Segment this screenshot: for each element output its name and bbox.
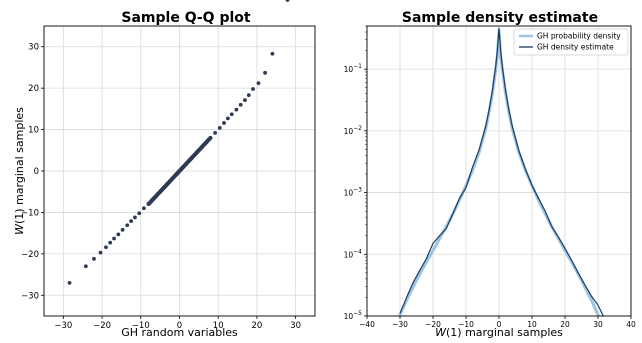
qq-point — [181, 164, 186, 169]
qq-x-tick-label: −30 — [54, 321, 72, 331]
qq-x-tick-label: 30 — [290, 321, 301, 331]
qq-y-tick-label: −20 — [21, 250, 39, 260]
qq-point — [116, 232, 121, 237]
density-y-tick-label: 10−3 — [344, 187, 363, 198]
qq-point — [251, 87, 255, 91]
qq-point — [238, 102, 243, 107]
qq-point — [177, 169, 182, 173]
density-y-tick-label: 10−4 — [344, 248, 363, 259]
qq-x-tick-label: 10 — [213, 321, 224, 331]
qq-point — [155, 191, 160, 196]
qq-point — [222, 121, 226, 125]
density-legend: GH probability density GH density estima… — [513, 28, 629, 56]
qq-point — [208, 135, 213, 140]
qq-point — [92, 256, 96, 261]
qq-point — [169, 177, 174, 182]
qq-point — [129, 219, 134, 224]
density-x-tick-label: −10 — [458, 320, 474, 329]
qq-point — [165, 182, 170, 187]
density-y-tick-label: 10−1 — [344, 63, 363, 74]
qq-point — [151, 196, 156, 201]
density-x-tick-label: 40 — [626, 320, 636, 329]
legend-box — [513, 28, 629, 56]
density-title: Sample density estimate — [402, 10, 598, 26]
density-x-tick-label: 20 — [560, 320, 570, 329]
qq-point — [112, 236, 116, 241]
qq-point — [120, 227, 125, 232]
qq-y-tick-label: 30 — [28, 43, 39, 53]
qq-point — [137, 211, 142, 216]
legend-label-gh-density-estimate: GH density estimate — [537, 43, 614, 52]
qq-point — [67, 280, 72, 285]
qq-x-tick-label: −10 — [132, 321, 150, 331]
qq-point — [194, 150, 199, 155]
qq-point — [98, 250, 103, 255]
qq-plot-panel: Sample Q-Q plot −30 −20 −10 0 10 20 30 −30 −20 −1… — [13, 0, 316, 339]
density-x-tick-label: −30 — [392, 320, 408, 329]
qq-point — [83, 264, 88, 269]
qq-point — [243, 98, 247, 103]
series-line-gh-density-estimate — [399, 27, 604, 316]
qq-y-tick-label: 20 — [28, 84, 39, 94]
density-panel: Sample density estimate −40 −30 −20 −10 0 10 2… — [344, 10, 636, 339]
qq-point — [146, 201, 151, 206]
density-x-tick-label: 30 — [593, 320, 603, 329]
qq-point — [246, 93, 251, 98]
qq-x-tick-label: −20 — [93, 321, 111, 331]
qq-point — [203, 140, 208, 145]
qq-point — [125, 223, 130, 228]
qq-point — [160, 187, 165, 192]
qq-point — [104, 245, 108, 250]
legend-label-gh-probability-density: GH probability density — [537, 32, 621, 41]
qq-point — [199, 145, 204, 150]
qq-point — [189, 155, 194, 160]
qq-y-tick-label: 0 — [34, 167, 39, 177]
density-x-tick-label: 0 — [497, 320, 502, 329]
qq-plot-title: Sample Q-Q plot — [121, 10, 250, 26]
density-x-tick-label: −20 — [425, 320, 441, 329]
qq-x-tick-label: 20 — [252, 321, 263, 331]
qq-x-tick-label: 0 — [177, 321, 182, 331]
qq-point — [225, 116, 230, 121]
qq-y-tick-label: −10 — [21, 208, 39, 218]
qq-point — [217, 126, 222, 130]
density-x-tick-label: −40 — [359, 320, 375, 329]
density-x-axis-label: W(1) marginal samples — [435, 326, 563, 339]
qq-point — [263, 70, 267, 75]
qq-point — [173, 173, 178, 178]
qq-y-axis-label: W(1) marginal samples — [13, 107, 26, 235]
qq-point — [285, 0, 290, 2]
density-y-tick-label: 10−5 — [344, 310, 363, 321]
qq-point — [270, 51, 275, 56]
qq-x-axis-label: GH random variables — [121, 326, 238, 339]
qq-point — [185, 160, 190, 165]
qq-y-tick-label: 10 — [28, 126, 39, 136]
qq-point — [256, 81, 261, 86]
density-x-tick-label: 10 — [527, 320, 537, 329]
qq-point — [133, 215, 137, 220]
qq-point — [213, 130, 218, 135]
qq-point — [141, 206, 146, 211]
qq-y-tick-label: −30 — [21, 291, 39, 301]
qq-point — [234, 107, 239, 112]
qq-point — [108, 240, 113, 245]
qq-point — [229, 112, 234, 117]
density-y-tick-label: 10−2 — [344, 125, 363, 136]
